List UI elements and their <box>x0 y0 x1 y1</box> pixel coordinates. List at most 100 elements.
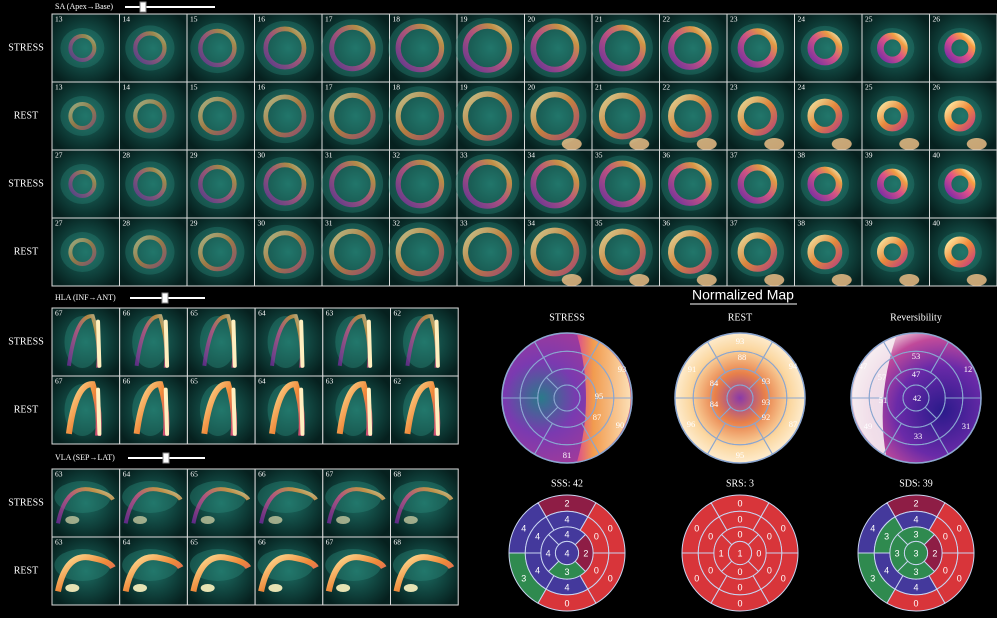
slice-number[interactable]: 34 <box>528 151 536 160</box>
slice-number[interactable]: 29 <box>190 151 198 160</box>
section-title: VLA (SEP→LAT) <box>55 453 115 462</box>
slice-number[interactable]: 39 <box>865 219 873 228</box>
segment-value: 42 <box>913 393 922 403</box>
slice-number[interactable]: 33 <box>460 219 468 228</box>
slider-thumb[interactable] <box>161 292 169 304</box>
slice-number[interactable]: 14 <box>123 15 131 24</box>
slice-number[interactable]: 66 <box>123 377 131 386</box>
slice-number[interactable]: 68 <box>394 470 402 479</box>
slice-number[interactable]: 17 <box>325 83 333 92</box>
slice-number[interactable]: 28 <box>123 219 131 228</box>
slice-number[interactable]: 30 <box>258 151 266 160</box>
slice-number[interactable]: 62 <box>394 309 402 318</box>
myocardium-ring <box>462 23 513 73</box>
slice-number[interactable]: 18 <box>393 83 401 92</box>
slice-number[interactable]: 64 <box>258 377 266 386</box>
slice-number[interactable]: 68 <box>394 538 402 547</box>
slice-number[interactable]: 36 <box>663 219 671 228</box>
slice-number[interactable]: 63 <box>55 538 63 547</box>
slice-number[interactable]: 25 <box>865 83 873 92</box>
slice-number[interactable]: 32 <box>393 219 401 228</box>
slice-number[interactable]: 63 <box>55 470 63 479</box>
slice-number[interactable]: 13 <box>55 15 63 24</box>
section-title: SA (Apex→Base) <box>55 2 113 11</box>
slice-number[interactable]: 67 <box>326 538 334 547</box>
segment-value: 91 <box>688 364 697 374</box>
slice-number[interactable]: 23 <box>730 83 738 92</box>
slice-number[interactable]: 19 <box>460 83 468 92</box>
lateral-wall <box>299 387 305 436</box>
slice-number[interactable]: 22 <box>663 15 671 24</box>
slice-number[interactable]: 65 <box>190 538 198 547</box>
slice-number[interactable]: 35 <box>595 219 603 228</box>
slice-number[interactable]: 13 <box>55 83 63 92</box>
score-label: SSS: 42 <box>551 478 583 489</box>
slice-number[interactable]: 18 <box>393 15 401 24</box>
slice-number[interactable]: 16 <box>258 15 266 24</box>
slice-number[interactable]: 25 <box>865 15 873 24</box>
slice-number[interactable]: 24 <box>798 15 806 24</box>
slice-number[interactable]: 16 <box>258 83 266 92</box>
slice-number[interactable]: 64 <box>123 538 131 547</box>
slice-number[interactable]: 17 <box>325 15 333 24</box>
slice-number[interactable]: 63 <box>326 377 334 386</box>
slider-thumb[interactable] <box>139 1 147 13</box>
slice-number[interactable]: 65 <box>190 470 198 479</box>
slice-number[interactable]: 62 <box>394 377 402 386</box>
slice-number[interactable]: 31 <box>325 151 333 160</box>
slice-number[interactable]: 15 <box>190 83 198 92</box>
slice-number[interactable]: 67 <box>55 309 63 318</box>
panel-title: STRESS <box>549 312 585 323</box>
slice-number[interactable]: 14 <box>123 83 131 92</box>
slice-number[interactable]: 22 <box>663 83 671 92</box>
slice-number[interactable]: 21 <box>595 15 603 24</box>
slice-number[interactable]: 65 <box>190 377 198 386</box>
myocardium-ring <box>737 232 778 272</box>
score-value: 4 <box>564 514 569 524</box>
score-value: 1 <box>719 548 724 558</box>
slice-number[interactable]: 37 <box>730 219 738 228</box>
slice-number[interactable]: 66 <box>123 309 131 318</box>
slice-number[interactable]: 38 <box>798 219 806 228</box>
slice-number[interactable]: 63 <box>326 309 334 318</box>
slice-number[interactable]: 30 <box>258 219 266 228</box>
slice-number[interactable]: 40 <box>933 219 941 228</box>
slice-number[interactable]: 35 <box>595 151 603 160</box>
section-title: HLA (INF→ANT) <box>55 293 116 302</box>
slice-number[interactable]: 64 <box>123 470 131 479</box>
slice-number[interactable]: 67 <box>55 377 63 386</box>
slice-number[interactable]: 26 <box>933 83 941 92</box>
slice-number[interactable]: 26 <box>933 15 941 24</box>
lateral-wall <box>231 319 237 368</box>
slice-number[interactable]: 64 <box>258 309 266 318</box>
slice-number[interactable]: 65 <box>190 309 198 318</box>
myocardium-wall <box>326 487 386 524</box>
slice-number[interactable]: 40 <box>933 151 941 160</box>
slice-number[interactable]: 21 <box>595 83 603 92</box>
slice-number[interactable]: 27 <box>55 151 63 160</box>
score-value: 0 <box>781 573 786 583</box>
slice-number[interactable]: 36 <box>663 151 671 160</box>
slice-number[interactable]: 20 <box>528 15 536 24</box>
segment-value: 53 <box>912 351 921 361</box>
slice-number[interactable]: 23 <box>730 15 738 24</box>
slice-number[interactable]: 19 <box>460 15 468 24</box>
slice-number[interactable]: 29 <box>190 219 198 228</box>
slice-number[interactable]: 37 <box>730 151 738 160</box>
slice-number[interactable]: 32 <box>393 151 401 160</box>
slice-number[interactable]: 15 <box>190 15 198 24</box>
slice-number[interactable]: 34 <box>528 219 536 228</box>
slice-number[interactable]: 66 <box>258 470 266 479</box>
slice-number[interactable]: 24 <box>798 83 806 92</box>
slice-number[interactable]: 67 <box>326 470 334 479</box>
slider-thumb[interactable] <box>162 452 170 464</box>
slice-number[interactable]: 31 <box>325 219 333 228</box>
score-value: 3 <box>913 548 918 558</box>
slice-number[interactable]: 38 <box>798 151 806 160</box>
slice-number[interactable]: 33 <box>460 151 468 160</box>
slice-number[interactable]: 28 <box>123 151 131 160</box>
slice-number[interactable]: 39 <box>865 151 873 160</box>
slice-number[interactable]: 20 <box>528 83 536 92</box>
slice-number[interactable]: 27 <box>55 219 63 228</box>
slice-number[interactable]: 66 <box>258 538 266 547</box>
